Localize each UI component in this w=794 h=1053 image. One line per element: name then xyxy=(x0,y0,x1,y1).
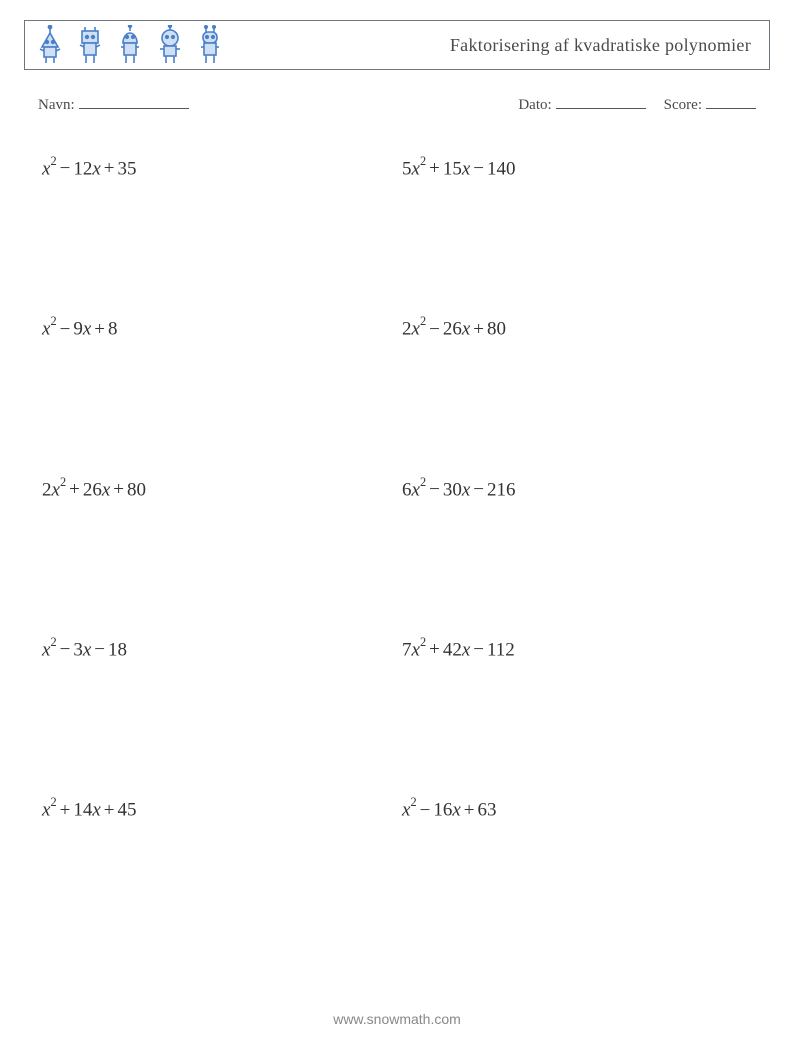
problem-expression: x2−3x−18 xyxy=(42,637,392,661)
name-field: Navn: xyxy=(38,94,189,114)
page-title: Faktorisering af kvadratiske polynomier xyxy=(450,35,751,56)
robot-icon xyxy=(195,23,225,65)
date-field: Dato: xyxy=(518,94,645,114)
problem-expression: x2−9x+8 xyxy=(42,316,392,340)
meta-row: Navn: Dato: Score: xyxy=(38,94,756,114)
name-label: Navn: xyxy=(38,97,75,113)
score-blank[interactable] xyxy=(706,94,756,109)
problem-expression: 7x2+42x−112 xyxy=(402,637,752,661)
problems-grid: x2−12x+35 5x2+15x−140 x2−9x+8 2x2−26x+80 2x2… xyxy=(42,156,752,822)
problem-expression: 6x2−30x−216 xyxy=(402,477,752,501)
date-label: Dato: xyxy=(518,97,551,113)
problem-expression: x2+14x+45 xyxy=(42,797,392,821)
name-blank[interactable] xyxy=(79,94,189,109)
header-box: Faktorisering af kvadratiske polynomier xyxy=(24,20,770,70)
problem-expression: x2−12x+35 xyxy=(42,156,392,180)
robot-icon xyxy=(75,23,105,65)
problem-expression: 2x2+26x+80 xyxy=(42,477,392,501)
robot-row xyxy=(35,21,225,69)
problem-expression: 2x2−26x+80 xyxy=(402,316,752,340)
problem-expression: x2−16x+63 xyxy=(402,797,752,821)
robot-icon xyxy=(155,23,185,65)
robot-icon xyxy=(115,23,145,65)
robot-icon xyxy=(35,23,65,65)
footer-url: www.snowmath.com xyxy=(0,1011,794,1027)
score-field: Score: xyxy=(664,94,756,114)
problem-expression: 5x2+15x−140 xyxy=(402,156,752,180)
date-blank[interactable] xyxy=(556,94,646,109)
score-label: Score: xyxy=(664,97,702,113)
